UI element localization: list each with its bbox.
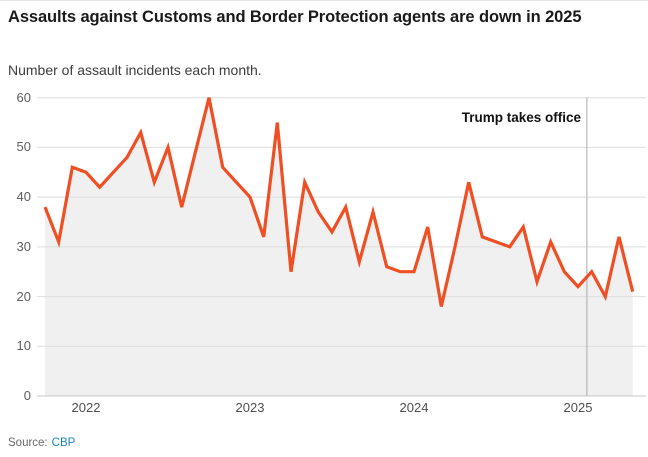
annotation-label: Trump takes office xyxy=(461,110,581,125)
data-line xyxy=(43,97,635,307)
source-note: Source: CBP xyxy=(8,437,75,449)
chart-title: Assaults against Customs and Border Prot… xyxy=(8,8,582,26)
chart-subtitle: Number of assault incidents each month. xyxy=(8,62,262,78)
source-label: Source: xyxy=(8,437,48,449)
grid-lines xyxy=(37,97,646,397)
source-link-cbp[interactable]: CBP xyxy=(51,437,76,449)
